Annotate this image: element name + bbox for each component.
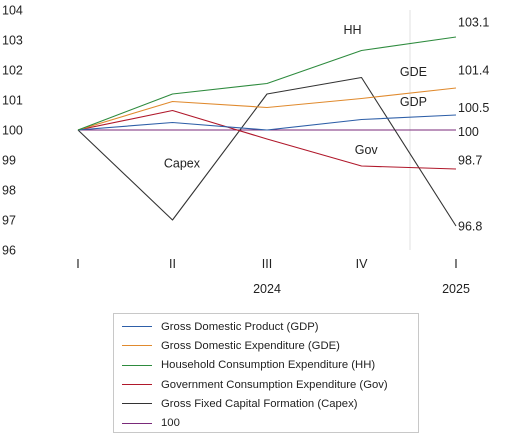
legend-swatch (122, 403, 152, 405)
series-line-gdp (77, 114, 457, 131)
chart-legend: Gross Domestic Product (GDP) Gross Domest… (113, 313, 419, 433)
legend-swatch (122, 384, 152, 386)
year-label: 2024 (253, 282, 281, 296)
legend-item-hh: Household Consumption Expenditure (HH) (122, 356, 418, 375)
legend-item-gov: Government Consumption Expenditure (Gov) (122, 375, 418, 394)
series-annotation: GDE (400, 65, 427, 79)
end-value-label: 96.8 (458, 220, 482, 234)
legend-swatch (122, 422, 152, 424)
legend-label: Gross Fixed Capital Formation (Capex) (161, 397, 358, 410)
end-value-label: 98.7 (458, 154, 482, 168)
y-tick-label: 100 (2, 124, 23, 138)
series-annotation: Capex (164, 157, 201, 171)
year-label: 2025 (442, 282, 470, 296)
annotations: HH GDE GDP Gov Capex (164, 23, 427, 171)
series-line-gde (77, 87, 457, 131)
y-tick-label: 98 (2, 184, 16, 198)
end-value-label: 100.5 (458, 101, 489, 115)
legend-item-capex: Gross Fixed Capital Formation (Capex) (122, 394, 418, 413)
y-tick-label: 104 (2, 4, 23, 18)
y-tick-label: 99 (2, 154, 16, 168)
legend-label: 100 (161, 417, 180, 430)
series-line-capex (77, 76, 457, 227)
end-value-labels: 103.1 101.4 100.5 100 98.7 96.8 (458, 16, 489, 234)
y-tick-label: 96 (2, 244, 16, 258)
series-annotation: HH (343, 23, 361, 37)
series-line-hh (77, 36, 457, 131)
x-tick-label: IV (356, 257, 368, 271)
y-tick-label: 102 (2, 64, 23, 78)
legend-label: Government Consumption Expenditure (Gov) (161, 378, 388, 391)
y-axis: 96 97 98 99 100 101 102 103 104 (2, 4, 23, 258)
series-annotation: GDP (400, 95, 427, 109)
legend-swatch (122, 345, 152, 347)
y-tick-label: 97 (2, 214, 16, 228)
end-value-label: 100 (458, 125, 479, 139)
x-tick-label: I (76, 257, 79, 271)
legend-label: Gross Domestic Expenditure (GDE) (161, 339, 340, 352)
legend-label: Household Consumption Expenditure (HH) (161, 359, 376, 372)
legend-label: Gross Domestic Product (GDP) (161, 320, 319, 333)
x-tick-label: III (262, 257, 272, 271)
legend-item-gdp: Gross Domestic Product (GDP) (122, 317, 418, 336)
series-line-gov (77, 109, 457, 170)
end-value-label: 103.1 (458, 16, 489, 30)
end-value-label: 101.4 (458, 64, 489, 78)
x-tick-label: II (169, 257, 176, 271)
legend-swatch (122, 364, 152, 366)
y-tick-label: 101 (2, 94, 23, 108)
legend-item-base: 100 (122, 413, 418, 432)
legend-swatch (122, 326, 152, 328)
series-annotation: Gov (355, 143, 379, 157)
x-tick-label: I (454, 257, 457, 271)
y-tick-label: 103 (2, 34, 23, 48)
series-lines (77, 36, 457, 227)
legend-item-gde: Gross Domestic Expenditure (GDE) (122, 336, 418, 355)
